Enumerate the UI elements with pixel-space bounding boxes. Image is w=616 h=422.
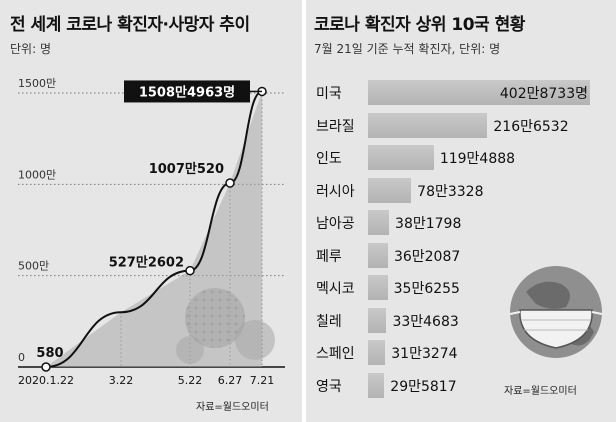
left-chart-panel: 전 세계 코로나 확진자·사망자 추이 단위: 명 0 500만 1000만 1500… [0, 0, 302, 422]
right-chart-source: 자료=월드오미터 [504, 386, 577, 397]
data-label: 527만2602 [109, 255, 184, 271]
bar-category-label: 영국 [316, 378, 342, 395]
data-point [225, 178, 235, 188]
bar [368, 275, 388, 300]
x-tick-label: 6.27 [218, 374, 243, 387]
x-tick-label: 7.21 [250, 374, 275, 387]
y-tick-label: 1000만 [18, 168, 56, 181]
line-chart: 0 500만 1000만 1500만 2020.1.22 3.22 5.22 6.27 7.21… [18, 77, 285, 387]
data-label: 1508만4963명 [139, 84, 235, 100]
data-point [41, 362, 51, 372]
bar-category-label: 스페인 [316, 346, 355, 362]
right-chart-title: 코로나 확진자 상위 10국 현황 [314, 15, 525, 35]
bar-category-label: 인도 [316, 151, 342, 167]
bar [368, 80, 590, 105]
bar [368, 307, 387, 333]
bar-value-label: 33만4683 [392, 313, 459, 330]
x-tick-label: 5.22 [178, 374, 203, 387]
right-chart-unit: 7월 21일 기준 누적 확진자, 단위: 명 [314, 42, 501, 56]
bar-category-label: 남아공 [316, 216, 355, 232]
bar-value-label: 119만4888 [439, 151, 516, 167]
left-chart-title: 전 세계 코로나 확진자·사망자 추이 [10, 15, 250, 35]
y-tick-label: 500만 [18, 260, 49, 273]
latest-value-callout [124, 80, 250, 103]
right-chart-panel: 코로나 확진자 상위 10국 현황 7월 21일 기준 누적 확진자, 단위: … [306, 0, 616, 422]
bar [368, 145, 434, 170]
bar-category-label: 미국 [316, 86, 342, 102]
y-tick-label: 0 [18, 351, 25, 364]
bar [368, 177, 412, 203]
bar-value-label: 31만3274 [391, 346, 458, 362]
x-tick-label: 3.22 [109, 374, 134, 387]
bar [368, 340, 386, 365]
bar-category-label: 러시아 [316, 183, 355, 200]
bar-value-label: 402만8733명 [499, 86, 588, 102]
left-chart-source: 자료=월드오미터 [196, 402, 269, 413]
bar-value-label: 216만6532 [493, 118, 569, 135]
cumulative-area [46, 91, 262, 368]
data-point [185, 265, 195, 276]
bar-category-label: 칠레 [316, 313, 342, 330]
bar [368, 242, 388, 268]
bar-value-label: 38만1798 [395, 216, 462, 232]
bar-value-label: 35만6255 [393, 281, 460, 297]
left-chart-unit: 단위: 명 [10, 42, 51, 56]
x-tick-label: 2020.1.22 [18, 374, 74, 387]
bar [368, 210, 390, 235]
bar-value-label: 29만5817 [390, 378, 457, 395]
bar-value-label: 78만3328 [417, 183, 484, 200]
bar [368, 372, 385, 398]
bar-category-label: 페루 [316, 248, 342, 265]
bar [368, 112, 488, 138]
globe-mask-illustration [509, 266, 603, 358]
bar-category-label: 멕시코 [316, 281, 355, 297]
data-label: 1007만520 [149, 161, 224, 177]
y-tick-label: 1500만 [18, 77, 56, 90]
data-label: 580 [36, 346, 63, 361]
bar-value-label: 36만2087 [393, 248, 461, 265]
bar-category-label: 브라질 [316, 118, 355, 135]
